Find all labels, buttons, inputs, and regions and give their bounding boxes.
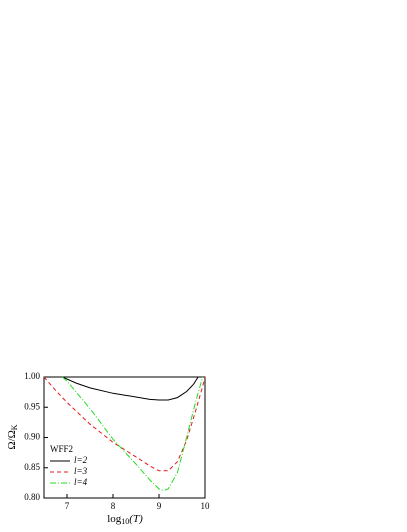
y-label-main: Ω/Ω [6,430,18,449]
legend-label: l=3 [74,466,88,476]
legend-label: l=2 [74,455,88,465]
y-axis-label: Ω/ΩK [6,424,19,449]
x-tick-label: 9 [157,501,162,511]
x-tick-label: 8 [111,501,116,511]
legend-label: l=4 [74,477,88,487]
y-label-sub: K [10,424,19,430]
x-label-main: log [107,513,122,525]
line [43,376,206,472]
y-tick-label: 0.80 [24,492,40,502]
y-tick-label: 0.85 [24,462,40,472]
y-tick-label: 0.95 [24,401,40,411]
y-tick-label: 1.00 [24,371,40,381]
legend-title: WFF2 [50,444,73,454]
x-tick-label: 7 [65,501,70,511]
y-tick-label: 0.90 [24,432,40,442]
x-label-rest: (T) [129,513,143,525]
line [62,376,204,492]
x-axis-label: log10(T) [107,513,143,526]
x-label-sub: 10 [121,517,129,526]
x-tick-label: 10 [201,501,211,511]
line [62,376,199,401]
